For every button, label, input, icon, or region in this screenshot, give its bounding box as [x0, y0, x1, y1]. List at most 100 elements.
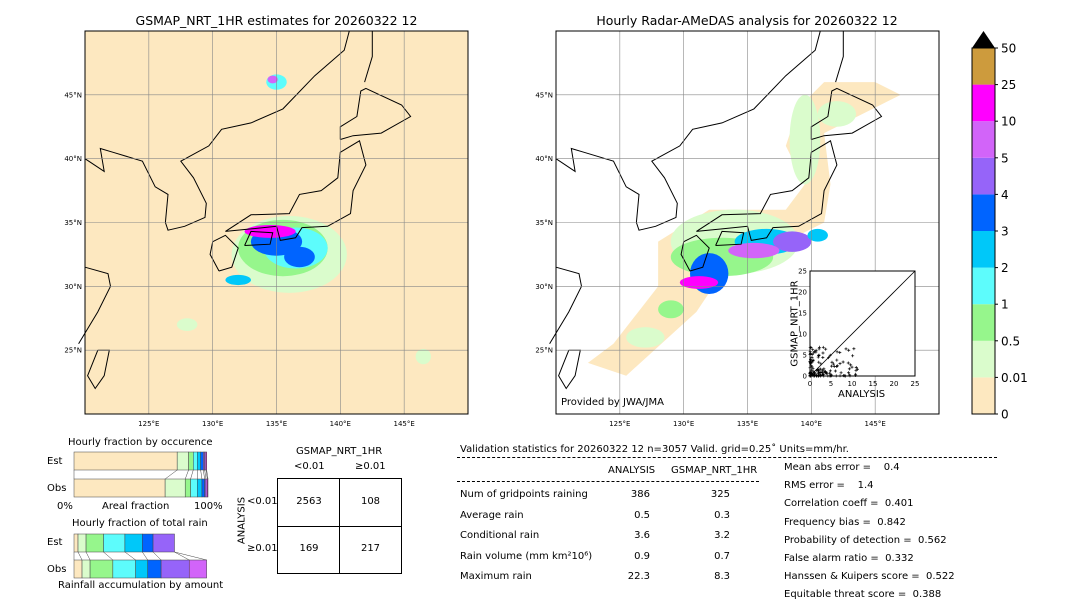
stats-row-label: Conditional rain — [460, 530, 540, 541]
scatter-point — [830, 360, 834, 364]
right-map-title: Hourly Radar-AMeDAS analysis for 2026032… — [596, 13, 898, 28]
right-map — [549, 30, 940, 415]
occurrence-obs-segment — [201, 478, 205, 498]
occurrence-est-label: Est — [47, 456, 63, 467]
occurrence-est-segment — [205, 451, 207, 471]
cell-false-alarm: 108 — [360, 496, 381, 507]
scatter-point — [828, 369, 832, 373]
rain-area — [817, 101, 857, 127]
occurrence-right-tick: 100% — [194, 501, 223, 512]
colorbar-extend-triangle — [972, 31, 995, 48]
occurrence-est-segment — [73, 451, 178, 471]
scatter-y-tick: 5 — [803, 352, 807, 360]
scatter-point — [817, 345, 821, 349]
lon-tick-label: 130°E — [673, 420, 694, 428]
occurrence-obs-segment — [164, 478, 186, 498]
scatter-xlabel: ANALYSIS — [838, 389, 886, 400]
scatter-point — [832, 364, 836, 368]
rain-area — [176, 318, 198, 332]
occurrence-obs-segment — [184, 478, 191, 498]
scatter-point — [810, 356, 814, 360]
coastline — [696, 140, 838, 241]
connector-line — [184, 469, 189, 480]
scatter-point — [848, 374, 852, 378]
cell-hit-neg: 2563 — [296, 496, 322, 507]
rain-area — [284, 246, 315, 268]
scatter-y-tick: 0 — [803, 373, 807, 381]
scatter-point — [854, 372, 858, 376]
connector-line — [204, 469, 207, 480]
rain-est-segment — [85, 533, 104, 553]
scatter-x-tick: 5 — [829, 380, 833, 388]
colorbar-segment — [972, 340, 995, 378]
score-line: RMS error = 1.4 — [784, 480, 874, 492]
rain-area — [225, 274, 251, 286]
colorbar-tick-label: 1 — [1001, 298, 1009, 312]
scatter-point — [828, 371, 832, 375]
scatter-point — [812, 351, 816, 355]
colorbar-segment — [972, 267, 995, 305]
rain-obs-segment — [89, 559, 114, 579]
rain-est-label: Est — [47, 537, 63, 548]
rain-est-segment — [77, 533, 87, 553]
scatter-ylabel: GSMAP_NRT_1HR — [789, 280, 801, 367]
lat-tick-label: 25°N — [535, 347, 553, 355]
contingency-col-1: ≥0.01 — [355, 461, 386, 472]
scatter-point — [808, 374, 812, 378]
lat-tick-label: 30°N — [535, 283, 553, 291]
scatter-point — [816, 355, 820, 359]
stats-row-gsmap: 8.3 — [714, 571, 730, 582]
rain-area — [772, 231, 812, 252]
scatter-point — [825, 371, 829, 375]
rain-fraction-xlabel: Rainfall accumulation by amount — [58, 580, 224, 591]
scatter-point — [830, 364, 834, 368]
connector-line — [174, 551, 207, 561]
scatter-point — [832, 362, 836, 366]
contingency-title: GSMAP_NRT_1HR — [296, 446, 383, 457]
coastline — [244, 230, 274, 246]
map-frame — [84, 30, 469, 415]
occurrence-est-segment — [193, 451, 198, 471]
connector-line — [103, 551, 114, 561]
score-line: Hanssen & Kuipers score = 0.522 — [784, 571, 955, 583]
colorbar-tick-label: 10 — [1001, 115, 1016, 129]
colorbar-tick-label: 2 — [1001, 261, 1009, 275]
coastline — [835, 31, 844, 83]
rain-obs-segment — [112, 559, 136, 579]
scatter-point — [850, 365, 854, 369]
lon-tick-label: 140°E — [330, 420, 351, 428]
rain-area — [807, 228, 828, 242]
colorbar-tick-label: 3 — [1001, 225, 1009, 239]
stats-row-analysis: 3.6 — [634, 530, 650, 541]
colorbar-segment — [972, 231, 995, 268]
connector-line — [124, 551, 136, 561]
colorbar-tick-label: 25 — [1001, 78, 1016, 92]
scatter-point — [834, 374, 838, 378]
lon-tick-label: 125°E — [138, 420, 159, 428]
scatter-point — [851, 354, 855, 358]
scatter-point — [809, 362, 813, 366]
scatter-point — [821, 345, 825, 349]
colorbar-segment — [972, 157, 995, 195]
scatter-point — [821, 373, 825, 377]
score-line: Correlation coeff = 0.401 — [784, 498, 914, 510]
stats-row-analysis: 0.9 — [634, 550, 650, 562]
rain-obs-segment — [147, 559, 162, 579]
scatter-point — [809, 371, 813, 375]
scatter-point — [847, 367, 851, 371]
contingency-table: 2563 108 169 217 — [277, 478, 402, 574]
left-map — [78, 30, 469, 415]
scatter-point — [817, 347, 821, 351]
rain-area — [415, 348, 431, 365]
scatter-point — [841, 374, 845, 378]
scatter-y-tick: 20 — [798, 289, 807, 297]
scatter-point — [824, 347, 828, 351]
occurrence-est-segment — [197, 451, 201, 471]
occurrence-obs-label: Obs — [47, 483, 67, 494]
coastline — [810, 87, 883, 140]
score-line: Mean abs error = 0.4 — [784, 462, 900, 473]
scatter-point — [808, 345, 812, 349]
lon-tick-label: 130°E — [202, 420, 223, 428]
scatter-point — [835, 358, 839, 362]
